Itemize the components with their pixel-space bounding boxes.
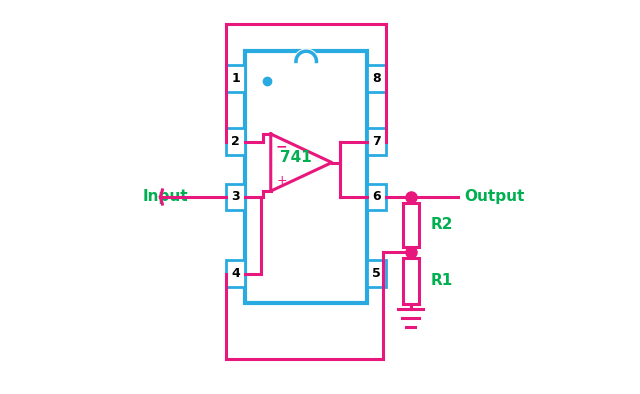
- Text: Input: Input: [143, 190, 188, 204]
- Bar: [245, 51, 367, 303]
- Text: 741: 741: [280, 150, 312, 165]
- Text: 7: 7: [372, 136, 381, 148]
- Text: 3: 3: [232, 191, 240, 203]
- Text: 1: 1: [231, 72, 240, 85]
- Bar: [403, 258, 419, 304]
- Text: 6: 6: [372, 191, 381, 203]
- Text: 4: 4: [231, 268, 240, 280]
- Text: Output: Output: [464, 190, 524, 204]
- Text: R1: R1: [431, 273, 453, 288]
- Bar: [367, 184, 386, 210]
- Bar: [367, 128, 386, 155]
- Bar: [226, 260, 245, 287]
- Text: +: +: [276, 174, 287, 186]
- Text: 5: 5: [372, 268, 381, 280]
- Bar: [226, 184, 245, 210]
- Text: R2: R2: [431, 217, 454, 232]
- Text: 8: 8: [372, 72, 381, 85]
- Text: 2: 2: [231, 136, 240, 148]
- Bar: [367, 65, 386, 92]
- Bar: [403, 203, 419, 247]
- Bar: [367, 260, 386, 287]
- Bar: [226, 65, 245, 92]
- Text: −: −: [276, 139, 287, 154]
- Bar: [226, 128, 245, 155]
